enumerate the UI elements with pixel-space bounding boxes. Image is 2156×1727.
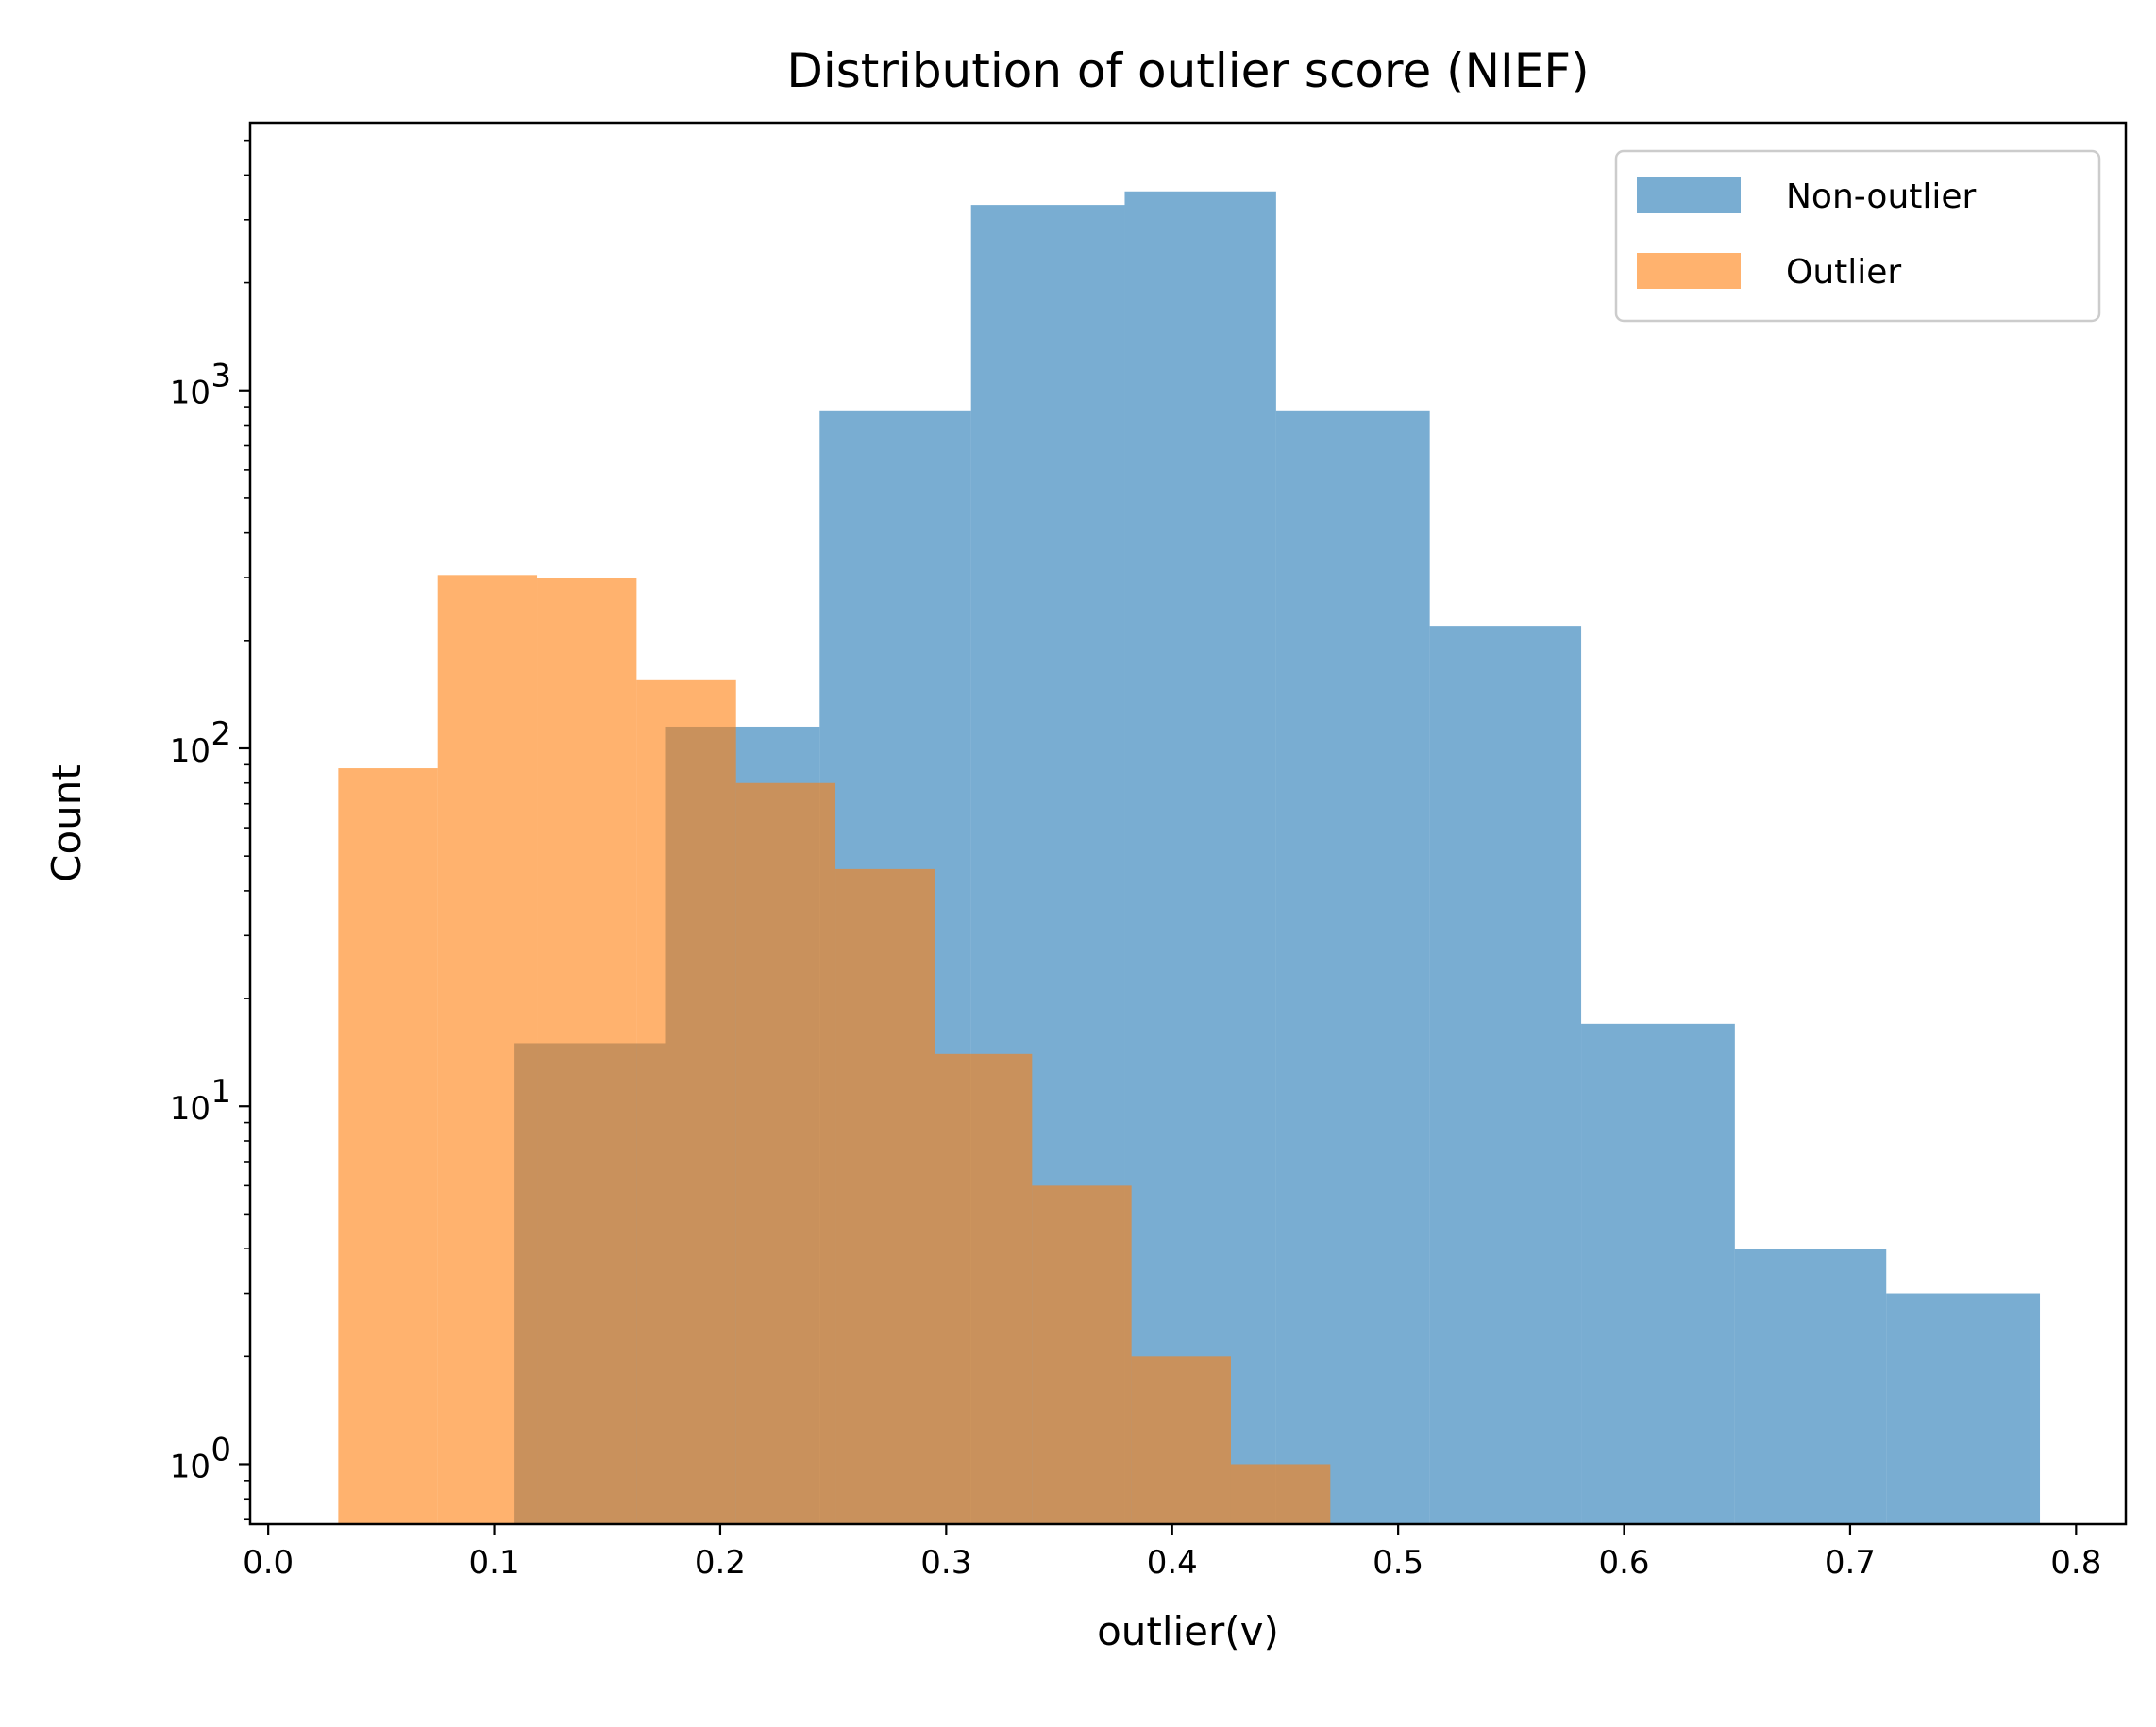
outlier-bar	[1032, 1185, 1132, 1524]
x-tick-label: 0.2	[695, 1544, 746, 1582]
y-tick-label: 10	[170, 1448, 211, 1485]
x-tick-label: 0.1	[469, 1544, 520, 1582]
legend-label-outlier: Outlier	[1786, 253, 1901, 292]
y-tick-exponent: 2	[211, 715, 231, 753]
non-outlier-bar	[1124, 191, 1276, 1525]
x-tick-label: 0.5	[1373, 1544, 1423, 1582]
legend-swatch-non-outlier	[1637, 177, 1741, 213]
y-tick-exponent: 0	[211, 1431, 231, 1468]
non-outlier-bar	[1581, 1023, 1735, 1524]
y-tick-label: 10	[170, 1090, 211, 1128]
x-tick-label: 0.8	[2050, 1544, 2101, 1582]
outlier-bar	[935, 1053, 1033, 1524]
outlier-bar	[437, 575, 538, 1524]
x-axis-title: outlier(v)	[1097, 1608, 1279, 1654]
x-tick-label: 0.4	[1147, 1544, 1198, 1582]
bars-layer	[338, 191, 2041, 1525]
outlier-bar	[338, 768, 438, 1524]
y-axis-title: Count	[43, 764, 90, 882]
outlier-bar	[1131, 1356, 1231, 1524]
legend-swatch-outlier	[1637, 253, 1741, 289]
non-outlier-bar	[1429, 626, 1582, 1524]
non-outlier-bar	[1734, 1249, 1887, 1524]
y-tick-label: 10	[170, 732, 211, 770]
x-tick-label: 0.0	[243, 1544, 294, 1582]
x-axis: 0.0 0.1 0.2 0.3 0.4 0.5 0.6 0.7 0.8	[243, 1524, 2101, 1582]
non-outlier-bar	[1275, 410, 1430, 1524]
chart-title: Distribution of outlier score (NIEF)	[786, 43, 1589, 98]
y-tick-label: 10	[170, 375, 211, 412]
x-tick-label: 0.6	[1598, 1544, 1649, 1582]
legend: Non-outlier Outlier	[1614, 149, 2101, 323]
non-outlier-bar	[1886, 1293, 2041, 1524]
x-tick-label: 0.7	[1825, 1544, 1876, 1582]
outlier-bar	[1230, 1464, 1331, 1524]
legend-box	[1614, 149, 2101, 323]
outlier-bar	[735, 782, 836, 1524]
y-tick-exponent: 1	[211, 1073, 231, 1111]
plot-frame	[248, 121, 2128, 1526]
y-tick-exponent: 3	[211, 358, 231, 395]
outlier-bar	[636, 679, 736, 1524]
legend-label-non-outlier: Non-outlier	[1786, 177, 1977, 216]
x-tick-label: 0.3	[920, 1544, 971, 1582]
outlier-bar	[835, 868, 935, 1524]
outlier-bar	[537, 578, 637, 1524]
